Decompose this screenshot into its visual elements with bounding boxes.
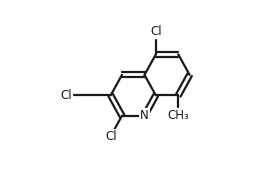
Text: Cl: Cl [61, 89, 72, 102]
Text: Cl: Cl [150, 25, 162, 38]
Text: N: N [140, 109, 149, 122]
Text: Cl: Cl [105, 130, 116, 143]
Text: CH₃: CH₃ [167, 109, 189, 122]
